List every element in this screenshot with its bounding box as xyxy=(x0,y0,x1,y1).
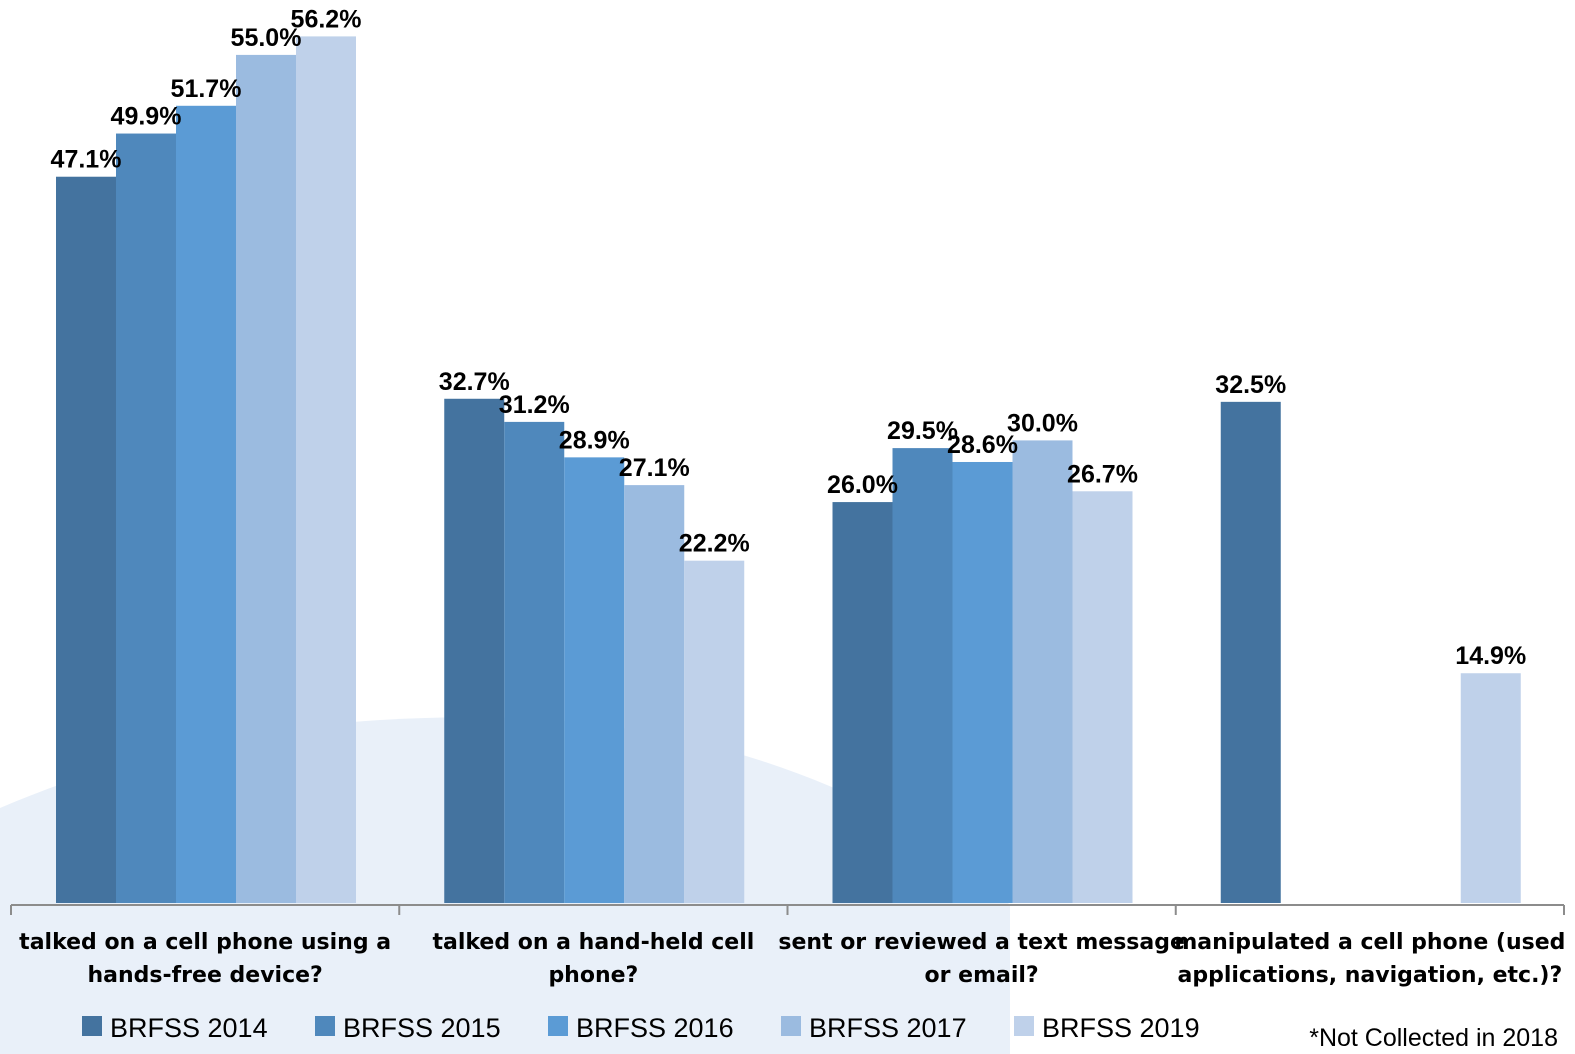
bar-brfss-2017-cat-3 xyxy=(1012,440,1073,903)
data-label: 27.1% xyxy=(619,454,690,482)
bar-brfss-2019-cat-3 xyxy=(1072,491,1133,903)
legend-label: BRFSS 2019 xyxy=(1042,1013,1200,1043)
data-label: 47.1% xyxy=(51,146,122,174)
data-label: 51.7% xyxy=(171,75,242,103)
bar-brfss-2016-cat-1 xyxy=(176,105,236,903)
category-label: applications, navigation, etc.)? xyxy=(1178,963,1563,988)
data-label: 22.2% xyxy=(679,530,750,558)
data-label: 49.9% xyxy=(111,103,182,131)
data-label: 32.7% xyxy=(439,368,510,396)
footnote: *Not Collected in 2018 xyxy=(1309,1024,1558,1052)
bar-brfss-2017-cat-1 xyxy=(236,54,296,903)
bar-brfss-2015-cat-2 xyxy=(504,421,565,903)
category-label: hands-free device? xyxy=(87,963,322,988)
category-label: phone? xyxy=(548,963,638,988)
data-label: 55.0% xyxy=(231,24,302,52)
bar-brfss-2015-cat-3 xyxy=(892,448,953,903)
data-label: 26.0% xyxy=(827,471,898,499)
bar-brfss-2014-cat-2 xyxy=(444,398,505,903)
legend-swatch xyxy=(548,1016,568,1036)
data-label: 26.7% xyxy=(1067,460,1138,488)
legend-label: BRFSS 2017 xyxy=(809,1013,967,1043)
legend-swatch xyxy=(781,1016,801,1036)
bar-brfss-2016-cat-3 xyxy=(952,461,1013,903)
legend-swatch xyxy=(315,1016,335,1036)
bar-brfss-2016-cat-2 xyxy=(564,457,625,903)
bar-brfss-2014-cat-4 xyxy=(1220,401,1281,903)
legend-label: BRFSS 2014 xyxy=(110,1013,268,1043)
data-label: 14.9% xyxy=(1455,642,1526,670)
category-label: manipulated a cell phone (used xyxy=(1174,930,1565,955)
x-axis xyxy=(10,904,1565,915)
data-labels-group: 47.1% 32.7% 26.0% 32.5% 49.9% 31.2% 29.5% 51.7%… xyxy=(51,5,1527,670)
data-label: 32.5% xyxy=(1215,371,1286,399)
bar-brfss-2014-cat-1 xyxy=(56,176,116,903)
category-labels-group: talked on a cell phone using a hands-free… xyxy=(19,930,1565,988)
bar-brfss-2017-cat-2 xyxy=(624,485,685,903)
data-label: 29.5% xyxy=(887,417,958,445)
data-label: 56.2% xyxy=(291,5,362,33)
legend-label: BRFSS 2016 xyxy=(576,1013,734,1043)
bar-brfss-2019-cat-1 xyxy=(296,36,356,904)
data-label: 28.6% xyxy=(947,431,1018,459)
data-label: 30.0% xyxy=(1007,409,1078,437)
category-label: talked on a cell phone using a xyxy=(19,930,391,955)
bar-brfss-2019-cat-2 xyxy=(684,560,745,903)
bar-brfss-2015-cat-1 xyxy=(116,133,176,904)
bar-brfss-2014-cat-3 xyxy=(832,502,893,903)
legend-label: BRFSS 2015 xyxy=(343,1013,501,1043)
bar-brfss-2019-cat-4 xyxy=(1460,673,1521,903)
data-label: 31.2% xyxy=(499,391,570,419)
category-label: talked on a hand-held cell xyxy=(432,930,754,955)
legend-swatch xyxy=(1014,1016,1034,1036)
bars-group xyxy=(56,36,1521,904)
data-label: 28.9% xyxy=(559,426,630,454)
legend-swatch xyxy=(82,1016,102,1036)
category-label: or email? xyxy=(925,963,1039,988)
category-label: sent or reviewed a text message xyxy=(778,930,1185,955)
legend: BRFSS 2014 BRFSS 2015 BRFSS 2016 BRFSS 2017… xyxy=(82,1013,1200,1043)
